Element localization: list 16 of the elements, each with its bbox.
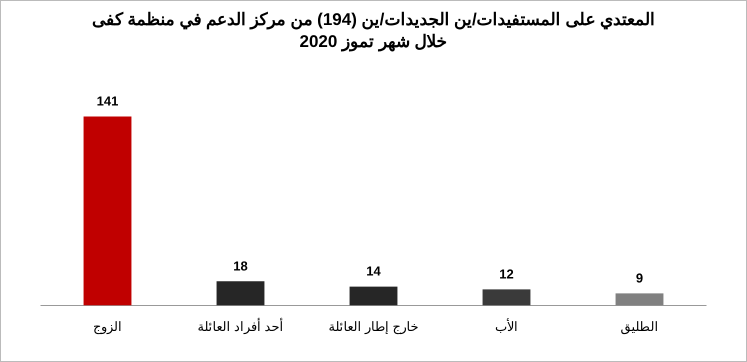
data-label: 12 [499, 266, 514, 282]
x-tick-label: الأب [495, 318, 518, 334]
x-tick-label: الطليق [620, 318, 658, 335]
bar [350, 286, 398, 306]
bar [482, 289, 530, 306]
x-tick-label: الزوج [93, 318, 122, 335]
x-tick-label: خارج إطار العائلة [328, 318, 419, 335]
data-label: 141 [96, 94, 118, 109]
data-label: 9 [636, 270, 644, 286]
x-tick-label: أحد أفراد العائلة [197, 318, 284, 335]
bar [84, 116, 132, 306]
data-label: 18 [233, 258, 248, 274]
chart-title: المعتدي على المستفيدات/ين الجديدات/ين (194) من مركز الدعم في منظمة كفى خلال شهر تموز 2020 [90, 9, 656, 53]
data-label: 14 [366, 264, 382, 279]
bar [216, 281, 264, 306]
bar [616, 293, 664, 306]
